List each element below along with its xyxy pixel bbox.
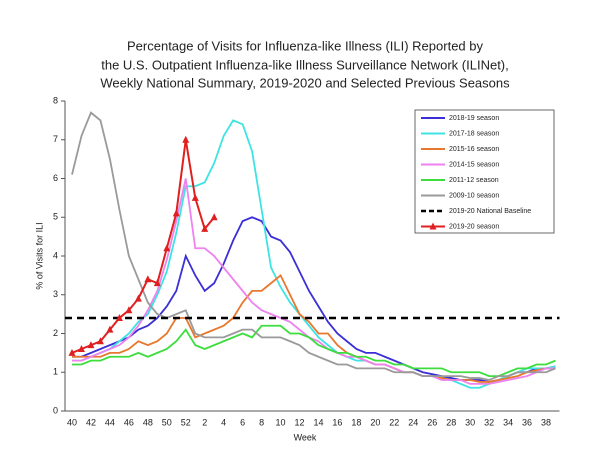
series-line: [71, 111, 556, 381]
point-marker: [77, 345, 85, 352]
chart-title: Percentage of Visits for Influenza-like …: [127, 38, 483, 53]
point-marker: [144, 275, 152, 283]
legend-label: 2015-16 season: [449, 146, 499, 153]
x-tick-label: 30: [465, 417, 475, 427]
x-tick-label: 2: [202, 417, 207, 427]
y-tick-label: 7: [53, 134, 58, 144]
x-tick-label: 42: [86, 417, 96, 427]
legend-label: 2017-18 season: [449, 130, 499, 137]
series-line: [72, 273, 556, 383]
point-marker: [134, 294, 142, 302]
x-tick-label: 44: [105, 417, 115, 427]
x-tick-label: 6: [240, 417, 245, 427]
x-tick-label: 50: [162, 417, 172, 427]
series-line: [72, 324, 556, 378]
point-marker: [68, 348, 76, 356]
x-tick-label: 38: [541, 417, 551, 427]
x-tick-label: 26: [427, 417, 437, 427]
x-tick-label: 10: [276, 417, 286, 427]
point-marker: [106, 325, 114, 333]
series-line: [71, 139, 215, 354]
y-tick-label: 6: [53, 173, 58, 183]
x-tick-label: 14: [313, 417, 323, 427]
x-tick-label: 32: [484, 417, 494, 427]
point-marker: [153, 279, 161, 287]
x-tick-label: 20: [370, 417, 380, 427]
x-tick-label: 22: [389, 417, 399, 427]
legend-marker: [429, 222, 437, 230]
y-tick-label: 0: [53, 405, 58, 415]
y-axis-label: % of Visits for ILI: [34, 222, 44, 289]
point-marker: [210, 213, 218, 221]
x-tick-label: 18: [351, 417, 361, 427]
y-tick-label: 2: [53, 328, 58, 338]
x-tick-label: 52: [181, 417, 191, 427]
y-tick-label: 5: [53, 212, 58, 222]
series-line: [72, 178, 556, 385]
x-tick-label: 24: [408, 417, 418, 427]
x-tick-label: 34: [503, 417, 513, 427]
point-marker: [201, 224, 209, 232]
series-line: [72, 216, 556, 383]
legend-label: 2019-20 season: [449, 223, 499, 230]
point-marker: [96, 337, 104, 345]
point-marker: [191, 193, 199, 201]
x-tick-label: 28: [446, 417, 456, 427]
legend-label: 2018-19 season: [449, 115, 499, 122]
legend-label: 2014-15 season: [449, 161, 499, 168]
series-line: [72, 119, 556, 389]
point-marker: [87, 341, 95, 349]
x-tick-label: 46: [124, 417, 134, 427]
y-tick-label: 3: [53, 289, 58, 299]
x-tick-label: 40: [67, 417, 77, 427]
y-tick-label: 4: [53, 250, 58, 260]
legend-label: 2011-12 season: [449, 177, 499, 184]
chart-title: Weekly National Summary, 2019-2020 and S…: [100, 75, 510, 90]
legend-label: 2009-10 season: [449, 192, 499, 199]
x-tick-label: 8: [259, 417, 264, 427]
point-marker: [115, 314, 123, 321]
x-tick-label: 16: [332, 417, 342, 427]
legend-box: [414, 109, 555, 234]
y-tick-label: 1: [53, 367, 58, 377]
x-tick-label: 48: [143, 417, 153, 427]
point-marker: [182, 135, 190, 143]
point-marker: [125, 306, 133, 314]
point-marker: [163, 244, 171, 252]
x-axis-label: Week: [294, 432, 317, 442]
y-tick-label: 8: [53, 95, 58, 105]
legend-label: 2019-20 National Baseline: [449, 208, 531, 215]
x-tick-label: 4: [221, 417, 226, 427]
chart-title: the U.S. Outpatient Influenza-like Illne…: [101, 57, 509, 72]
x-tick-label: 12: [295, 417, 305, 427]
point-marker: [172, 209, 180, 217]
x-tick-label: 36: [522, 417, 532, 427]
